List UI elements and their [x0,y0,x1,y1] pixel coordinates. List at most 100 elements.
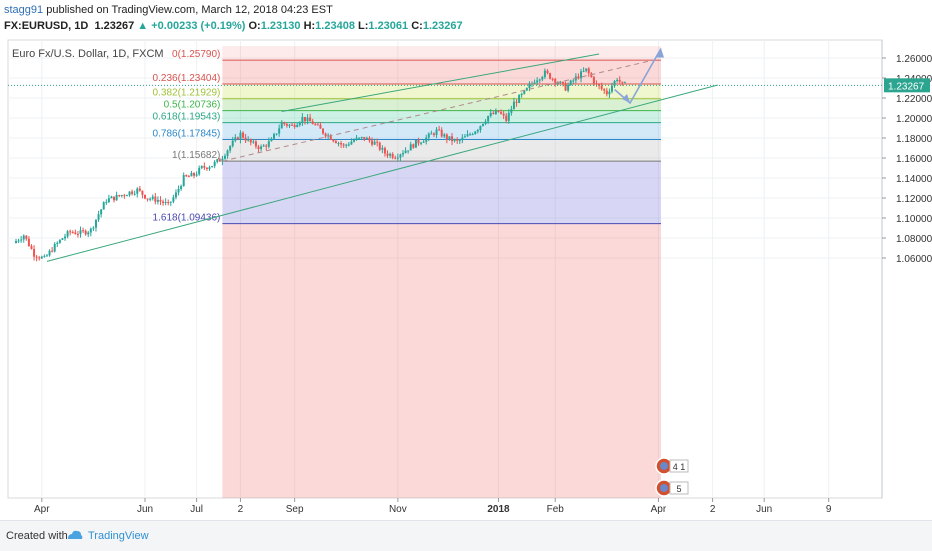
candle-body [265,145,268,147]
candle-body [84,230,87,235]
candle-body [303,116,306,122]
candle-body [443,134,446,137]
fibonacci-retracement[interactable]: 0(1.25790)0.236(1.23404)0.382(1.21929)0.… [153,46,661,498]
fib-level-label: 0.618(1.19543) [153,112,221,123]
candle-body [216,159,219,162]
price-tick-label: 1.14000 [896,174,932,185]
candle-body [89,228,92,233]
candle-body [280,122,283,129]
author-link[interactable]: stagg91 [4,4,44,16]
candle-body [409,144,412,151]
open-label: O: [248,20,261,32]
candle-body [616,79,619,82]
candle-body [383,148,386,154]
candle-body [347,144,350,146]
candle-body [123,195,126,197]
candle-body [229,146,232,151]
candle-body [203,166,206,168]
candle-body [48,250,51,256]
candle-body [200,166,203,168]
candle-body [580,71,583,79]
current-price-label: 1.23267 [888,81,925,92]
time-axis[interactable]: Apr Jun Jul 2 Sep Nov 2018 Feb Apr 2 Jun 9 [34,498,832,515]
candle-body [180,186,183,190]
candle-body [172,197,175,202]
trend-lines[interactable] [46,53,718,262]
time-tick-label: 9 [826,504,832,515]
candle-body [445,134,448,140]
candle-body [569,80,572,86]
candle-body [422,141,425,143]
candlesticks [8,67,882,262]
trend-line-channel-lower [46,84,718,262]
price-chart[interactable]: 0(1.25790)0.236(1.23404)0.382(1.21929)0.… [0,34,932,520]
candle-body [389,153,392,156]
time-tick-label: Feb [547,504,565,515]
publish-line: stagg91 published on TradingView.com, Ma… [4,4,333,16]
candle-body [337,143,340,145]
candle-body [221,158,224,162]
candle-body [136,188,139,194]
candle-body [138,188,141,191]
candle-body [332,139,335,142]
candle-body [125,195,128,197]
candle-body [74,232,77,235]
tradingview-logo-icon[interactable] [66,527,84,543]
candle-body [500,112,503,114]
candle-body [610,86,613,92]
price-axis[interactable]: 1.260001.240001.220001.200001.180001.160… [882,54,932,265]
candle-body [345,144,348,146]
price-tick-label: 1.26000 [896,54,932,65]
event-badge-count: 4 1 [673,462,686,472]
candle-body [293,125,296,127]
candle-body [407,150,410,152]
price-tick-label: 1.18000 [896,134,932,145]
candle-body [226,150,229,156]
time-tick-label: Apr [34,504,50,515]
candle-body [97,214,100,220]
candle-body [376,141,379,143]
fib-zone [222,223,661,498]
candle-body [595,83,598,85]
price-tick-label: 1.20000 [896,114,932,125]
time-tick-label: 2 [238,504,244,515]
candle-body [102,202,105,210]
time-tick-label: Apr [651,504,667,515]
candle-body [523,90,526,94]
candle-body [340,143,343,145]
candle-body [149,198,152,200]
projection-arrow[interactable] [614,48,664,105]
candle-body [564,83,567,91]
candle-body [572,80,575,82]
symbol-label: FX:EURUSD, 1D [4,20,89,32]
fib-zone [222,60,661,84]
candle-body [613,81,616,87]
tradingview-link[interactable]: TradingView [88,530,149,542]
candle-body [278,128,281,134]
candle-body [360,136,363,138]
candle-body [492,112,495,114]
candle-body [301,116,304,123]
candle-body [458,140,461,142]
candle-body [531,83,533,85]
candle-body [198,167,201,175]
event-badges[interactable]: 4 1 5 [655,457,689,497]
candle-body [582,70,585,72]
candle-body [182,175,185,187]
candle-body [334,141,337,144]
candle-body [319,124,322,129]
candle-body [327,135,330,137]
fib-level-label: 0.236(1.23404) [153,73,221,84]
candle-body [355,137,358,141]
change-value: +0.00233 (+0.19%) [151,20,246,32]
ohlc-line: FX:EURUSD, 1D 1.23267 ▲ +0.00233 (+0.19%… [4,20,463,32]
candle-body [273,134,275,139]
candle-body [311,121,314,125]
candle-body [554,78,557,83]
chart-title: Euro Fx/U.S. Dollar, 1D, FXCM [12,48,164,60]
current-price-badge [884,78,930,93]
candle-body [621,81,624,83]
candle-body [608,91,611,95]
price-tick-label: 1.08000 [896,234,932,245]
candle-body [438,129,441,131]
